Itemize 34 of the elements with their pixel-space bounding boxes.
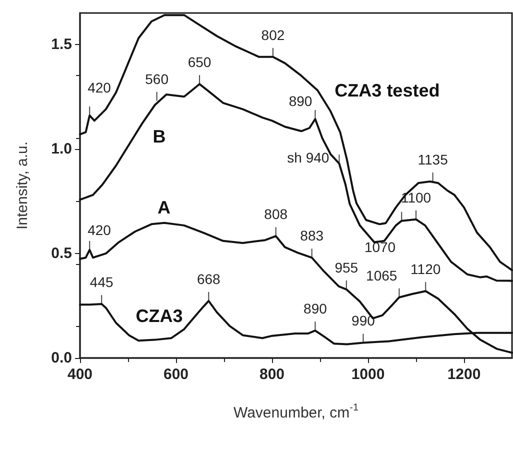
annotation: 420 xyxy=(88,79,112,96)
annotation: 883 xyxy=(300,228,324,244)
annotation: 808 xyxy=(264,206,288,222)
annotation: 1135 xyxy=(418,152,448,168)
annotation: 650 xyxy=(188,54,212,70)
annotation: 802 xyxy=(261,26,285,43)
y-tick-label: 1.0 xyxy=(51,140,72,158)
annotation: 1065 xyxy=(366,267,398,284)
series-label: CZA3 xyxy=(136,306,183,326)
annotation: 955 xyxy=(334,259,358,276)
annotation: 560 xyxy=(145,70,169,87)
y-tick-label: 0.5 xyxy=(51,244,72,262)
annotation: 1100 xyxy=(400,189,432,206)
annotation: 445 xyxy=(90,274,114,290)
x-tick-label: 1200 xyxy=(447,366,481,383)
series-label: CZA3 tested xyxy=(334,80,440,100)
annotation: sh 940 xyxy=(287,150,330,166)
y-axis-title: Intensity, a.u. xyxy=(14,141,31,230)
x-tick-label: 1000 xyxy=(351,366,385,383)
series-label: A xyxy=(158,197,170,218)
annotation: 990 xyxy=(352,312,376,329)
y-tick-label: 1.5 xyxy=(51,36,72,53)
line-series xyxy=(79,222,513,354)
annotation: 890 xyxy=(304,300,328,317)
annotation: 420 xyxy=(88,222,112,238)
x-tick-label: 600 xyxy=(163,366,189,383)
x-tick-label: 400 xyxy=(67,366,93,383)
annotation: 1070 xyxy=(364,238,396,255)
series-label: B xyxy=(152,126,166,146)
x-tick-label: 800 xyxy=(259,366,285,383)
y-tick-label: 0.0 xyxy=(51,350,72,366)
annotation: 668 xyxy=(196,270,221,287)
annotation: 1120 xyxy=(410,261,441,278)
annotation: 890 xyxy=(288,93,312,110)
